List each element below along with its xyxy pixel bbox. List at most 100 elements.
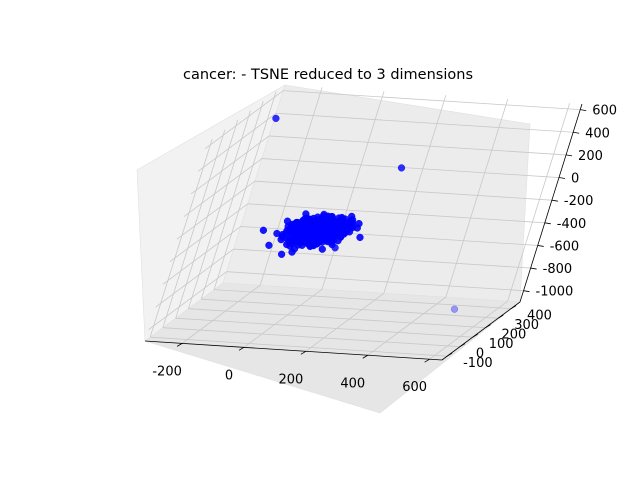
data-point [282, 234, 290, 242]
y-tick-label: 400 [527, 309, 552, 324]
y-gridline [188, 110, 251, 309]
z-tick-label: -800 [543, 262, 573, 277]
x-gridline [243, 289, 323, 348]
x-tick-label: 600 [402, 380, 427, 395]
data-point [356, 233, 364, 242]
x-tick-mark [424, 358, 430, 363]
z-tick-mark [530, 267, 537, 270]
scatter-points [259, 114, 459, 313]
z-tick-label: 0 [571, 172, 579, 187]
z-gridline [254, 180, 552, 201]
x-tick-label: -200 [152, 364, 182, 379]
z-gridline [155, 248, 234, 308]
x-gridline [383, 95, 447, 294]
z-tick-mark [580, 109, 587, 112]
x-gridline [367, 296, 446, 356]
grid-lines [148, 87, 581, 360]
data-point [326, 230, 334, 239]
data-point [293, 218, 302, 227]
data-point [288, 224, 296, 232]
z-gridline [162, 226, 241, 285]
data-point [329, 223, 337, 232]
outlier-point [297, 226, 305, 234]
data-point [327, 238, 336, 246]
data-point [289, 236, 297, 245]
z-tick-mark [573, 131, 580, 134]
x-tick-mark [300, 350, 307, 355]
y-gridline [201, 298, 499, 319]
data-point [337, 229, 345, 237]
data-point [301, 233, 310, 241]
x-tick-label: 200 [278, 372, 303, 387]
z-gridline [190, 135, 270, 195]
y-gridline [162, 129, 226, 328]
outlier-point [397, 164, 406, 172]
y-gridline [213, 91, 277, 290]
y-gridline [162, 327, 460, 348]
data-point [318, 215, 326, 223]
data-point [259, 226, 268, 234]
y-tick-label: 300 [514, 318, 539, 333]
data-point [343, 222, 351, 231]
data-point [283, 240, 291, 249]
y-tick-label: 0 [476, 347, 484, 362]
z-tick-mark [537, 245, 544, 247]
z-tick-mark [551, 199, 558, 202]
y-gridline [214, 289, 512, 310]
x-gridline [445, 99, 509, 298]
x-gridline [259, 87, 323, 286]
data-point [302, 210, 310, 218]
z-tick-label: 400 [585, 126, 610, 141]
z-gridline [176, 180, 256, 240]
y-gridline [175, 317, 473, 338]
outlier-point [272, 114, 280, 123]
z-tick-label: 600 [592, 104, 617, 119]
data-point [335, 217, 343, 225]
y-tick-label: -100 [463, 356, 493, 371]
y-axis-line [441, 301, 521, 361]
x-gridline [181, 285, 261, 344]
x-tick-mark [238, 346, 245, 351]
x-tick-mark [362, 354, 368, 359]
chart-title: cancer: - TSNE reduced to 3 dimensions [183, 67, 473, 83]
data-point [355, 219, 363, 228]
data-point [273, 229, 281, 238]
z-tick-label: -200 [564, 194, 594, 209]
x-gridline [305, 292, 385, 352]
y-gridline [200, 101, 264, 300]
z-gridline [197, 112, 277, 172]
z-tick-label: 200 [578, 149, 603, 164]
floor-pane [144, 282, 521, 414]
x-gridline [429, 300, 508, 360]
y-tick-label: 100 [489, 337, 514, 352]
x-axis-line [144, 340, 443, 361]
axis-ticks: -200 0 200 400 600-1000100200300400600400200… [152, 104, 617, 396]
outlier-point [450, 305, 459, 313]
z-tick-label: -400 [557, 217, 587, 232]
z-tick-mark [558, 177, 566, 179]
z-gridline [226, 271, 524, 292]
z-gridline [269, 135, 567, 156]
data-point [349, 219, 357, 227]
z-axis-line [519, 103, 583, 303]
z-gridline [276, 112, 574, 133]
y-gridline [188, 308, 486, 329]
z-tick-mark [544, 222, 551, 225]
x-gridline [507, 103, 571, 302]
data-point [314, 225, 322, 233]
y-gridline [149, 139, 213, 338]
x-tick-label: 400 [340, 376, 365, 391]
z-gridline [169, 203, 249, 263]
x-gridline [321, 91, 385, 290]
z-gridline [283, 90, 581, 111]
data-point [307, 229, 315, 238]
outlier-point [331, 244, 339, 252]
z-gridline [183, 158, 263, 217]
data-point [265, 241, 273, 249]
z-gridline [148, 271, 227, 331]
outlier-point [310, 239, 318, 247]
x-tick-label: 0 [225, 368, 233, 383]
z-tick-mark [565, 154, 573, 157]
z-tick-mark [523, 290, 530, 293]
